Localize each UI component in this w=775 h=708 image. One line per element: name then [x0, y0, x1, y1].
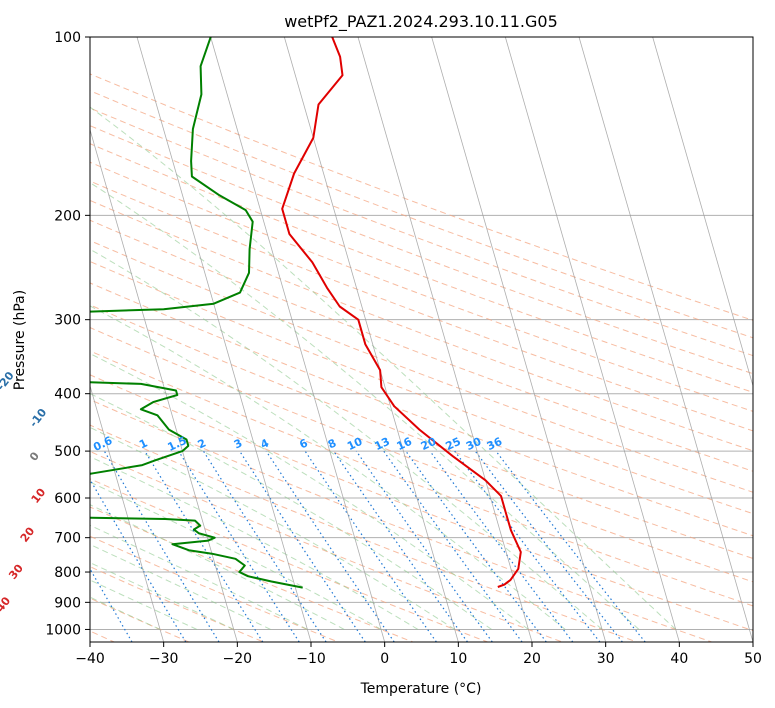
moist-adiabat-line	[90, 305, 566, 630]
dry-adiabat-line	[90, 282, 753, 537]
x-tick-label: −20	[223, 651, 253, 667]
mixing-ratio-label: 13	[373, 435, 392, 453]
mixing-ratio-line	[454, 450, 601, 642]
x-tick-label: 50	[744, 651, 762, 667]
y-tick-label: 500	[54, 444, 81, 460]
dry-adiabat-line	[90, 566, 264, 642]
y-tick-label: 100	[54, 30, 81, 46]
moist-adiabat-line	[90, 106, 677, 630]
y-tick-label: 800	[54, 565, 81, 581]
dry-adiabat-line	[90, 180, 753, 432]
isotherm-line	[90, 384, 165, 642]
moist-adiabat-line	[90, 456, 419, 630]
x-axis: −40 −30 −20 −10 0 10 20 30 40 50	[75, 642, 762, 667]
mixing-ratio-line	[304, 450, 437, 642]
isotherm-line	[210, 37, 386, 642]
grid-layer	[90, 37, 753, 630]
moist-adiabat-line	[90, 248, 603, 630]
moist-adiabats	[90, 106, 677, 630]
x-tick-label: −10	[296, 651, 326, 667]
isotherm-line	[357, 37, 533, 642]
x-tick-label: −40	[75, 651, 105, 667]
x-axis-title: Temperature (°C)	[360, 681, 482, 697]
mixing-ratio-label: 25	[444, 435, 463, 453]
mixing-ratio-label: 16	[395, 435, 415, 453]
mixing-ratio-line	[103, 450, 220, 642]
moist-adiabat-line	[90, 352, 529, 630]
mixing-ratio-line	[474, 450, 623, 642]
y-tick-label: 700	[54, 531, 81, 547]
chart-title: wetPf2_PAZ1.2024.293.10.11.G05	[284, 12, 558, 32]
dry-adiabat-line	[90, 125, 753, 375]
mixing-ratio-label: 36	[485, 435, 505, 453]
dry-adiabat-line	[90, 399, 712, 642]
mixing-ratio-line	[90, 478, 187, 642]
moist-adiabat-line	[90, 182, 640, 630]
y-tick-label: 600	[54, 491, 81, 507]
y-axis-title: Pressure (hPa)	[12, 290, 28, 390]
dry-adiabat-line	[90, 143, 753, 393]
mixing-ratio-line	[239, 450, 366, 642]
dry-adiabat-line	[90, 597, 189, 642]
series-line-3	[90, 516, 303, 589]
moist-adiabat-line	[90, 524, 308, 630]
mixing-ratio-label: 30	[464, 435, 484, 453]
series-line-2	[90, 37, 254, 475]
dry-adiabat-line	[90, 304, 753, 560]
dry-adiabat-line	[90, 374, 753, 632]
x-tick-label: −30	[149, 651, 179, 667]
dry-adiabat-line	[90, 219, 753, 472]
mixing-ratio-line	[178, 450, 300, 642]
y-tick-label: 1000	[45, 622, 81, 638]
mixing-ratio-label: 20	[419, 435, 439, 453]
dry-adiabat-line	[90, 260, 753, 515]
x-tick-label: 0	[380, 651, 389, 667]
moist-adiabat-line	[90, 393, 492, 630]
mixing-ratio-line	[429, 450, 574, 642]
y-tick-label: 300	[54, 313, 81, 329]
mixing-ratio-label: 10	[345, 435, 365, 453]
mixing-ratio-line	[90, 567, 133, 642]
mixing-ratio-line	[144, 450, 264, 642]
isotherm-line	[652, 37, 753, 388]
y-tick-label: 900	[54, 595, 81, 611]
isotherm-line	[136, 37, 312, 642]
x-tick-label: 10	[449, 651, 467, 667]
series-line-1	[281, 37, 522, 588]
dry-adiabats	[90, 73, 753, 642]
mixing-ratio-line	[333, 450, 468, 642]
plot-area	[90, 37, 753, 642]
isotherm-line	[431, 37, 607, 642]
dry-adiabat-line	[90, 350, 753, 607]
isotherm-line	[504, 37, 680, 642]
dry-adiabat-line	[90, 161, 753, 412]
x-tick-label: 40	[670, 651, 688, 667]
plot-frame	[89, 36, 754, 643]
x-tick-label: 20	[523, 651, 541, 667]
isotherm-line	[578, 37, 753, 642]
y-axis: 100 200 300 400 500 600 700 800 900 1000	[45, 30, 90, 638]
dry-adiabat-line	[90, 199, 753, 452]
y-tick-label: 200	[54, 208, 81, 224]
x-tick-label: 30	[597, 651, 615, 667]
mixing-ratio-line	[202, 450, 327, 642]
moist-adiabat-line	[90, 504, 345, 630]
dry-adiabat-line	[90, 478, 488, 642]
y-tick-label: 400	[54, 387, 81, 403]
series-layer	[90, 37, 522, 589]
